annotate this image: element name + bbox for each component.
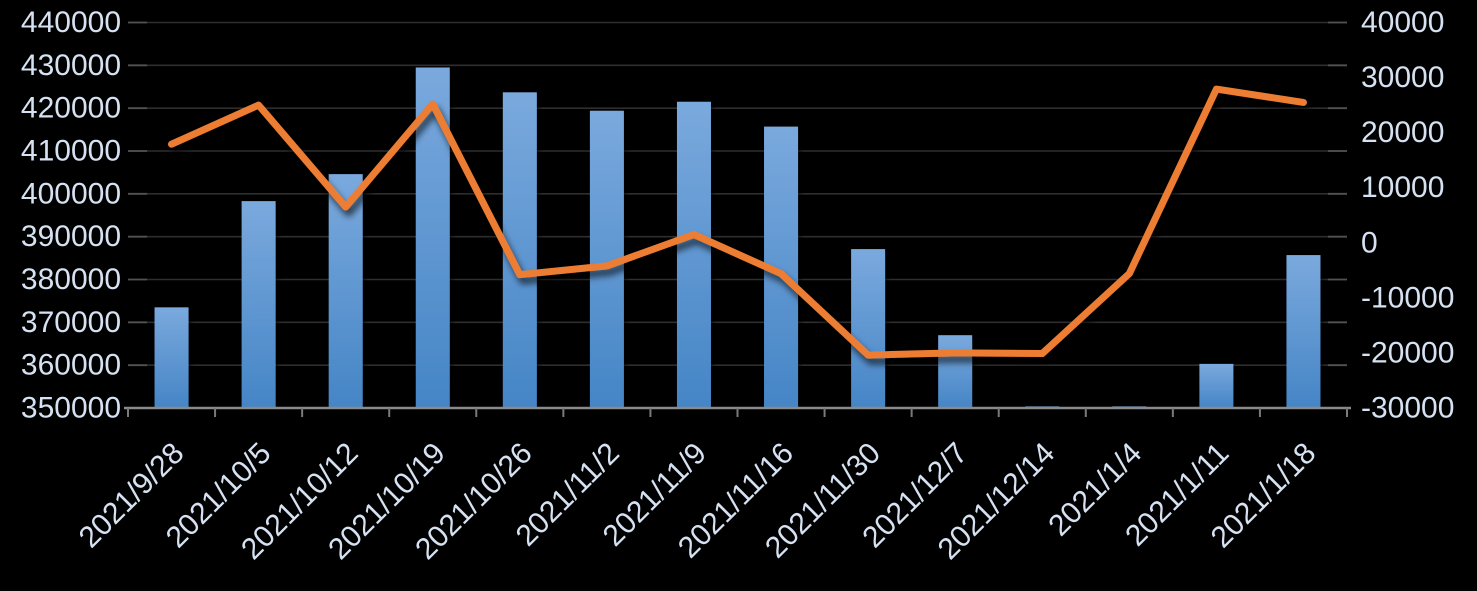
left-axis-tick-label: 400000: [21, 177, 121, 210]
right-axis-tick-label: 40000: [1361, 6, 1444, 39]
right-axis-tick-label: -10000: [1361, 281, 1454, 314]
left-axis-tick-label: 430000: [21, 49, 121, 82]
bar[interactable]: [154, 307, 189, 408]
bar[interactable]: [1286, 255, 1321, 408]
bar[interactable]: [676, 101, 711, 408]
left-axis-tick-label: 440000: [21, 6, 121, 39]
bar[interactable]: [938, 335, 973, 408]
right-axis-tick-label: 30000: [1361, 61, 1444, 94]
right-axis-tick-label: 20000: [1361, 116, 1444, 149]
line-series-layer: [168, 85, 1307, 359]
right-axis-tick-label: 0: [1361, 226, 1378, 259]
left-axis-tick-label: 410000: [21, 135, 121, 168]
left-axis-tick-label: 420000: [21, 92, 121, 125]
right-axis-tick-label: -20000: [1361, 336, 1454, 369]
left-axis-tick-label: 390000: [21, 220, 121, 253]
bar[interactable]: [1199, 363, 1234, 408]
trend-line[interactable]: [168, 85, 1307, 359]
gridlines-layer: [128, 21, 1347, 409]
bar[interactable]: [851, 249, 886, 408]
left-axis-tick-label: 350000: [21, 392, 121, 425]
axes-layer: [124, 406, 1351, 417]
left-axis-tick-label: 380000: [21, 263, 121, 296]
bar[interactable]: [328, 174, 363, 408]
right-axis-tick-label: -30000: [1361, 392, 1454, 425]
left-axis-tick-label: 360000: [21, 349, 121, 382]
right-axis-tick-label: 10000: [1361, 171, 1444, 204]
left-axis-tick-label: 370000: [21, 306, 121, 339]
bar[interactable]: [241, 201, 276, 408]
